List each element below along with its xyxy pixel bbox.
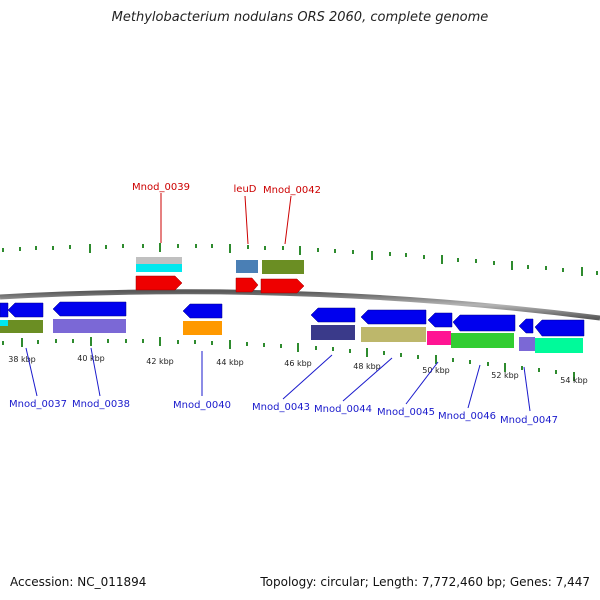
- forward-genes[interactable]: [135, 275, 305, 294]
- gene-arrow-mnod-0040[interactable]: [182, 303, 223, 319]
- inner-ticks: [2, 337, 575, 381]
- forward-cog-boxes: [136, 257, 304, 274]
- kbp-label: 40 kbp: [77, 354, 105, 363]
- gene-arrow-mnod-0043[interactable]: [310, 307, 356, 323]
- reverse-cog-boxes: [0, 319, 583, 353]
- gene-label-mnod-0039[interactable]: Mnod_0039: [132, 182, 190, 193]
- cog-box: [136, 257, 182, 264]
- kbp-scale: 38 kbp 40 kbp 42 kbp 44 kbp 46 kbp 48 kb…: [8, 354, 588, 385]
- gene-arrow-partial[interactable]: [0, 302, 9, 318]
- gene-label-mnod-0042[interactable]: Mnod_0042: [263, 185, 321, 196]
- cog-box: [0, 326, 8, 333]
- kbp-label: 46 kbp: [284, 359, 312, 368]
- gene-label-mnod-0044[interactable]: Mnod_0044: [314, 404, 372, 415]
- cog-box: [53, 319, 126, 333]
- genome-stats-text: Topology: circular; Length: 7,772,460 bp…: [260, 575, 590, 589]
- gene-arrow-mnod-0047a[interactable]: [518, 318, 534, 334]
- genome-backbone: [0, 289, 600, 321]
- outer-ticks: [2, 243, 598, 276]
- gene-label-mnod-0037[interactable]: Mnod_0037: [9, 399, 67, 410]
- kbp-label: 52 kbp: [491, 371, 519, 380]
- top-label-leaders: [160, 193, 292, 245]
- cog-box: [311, 325, 355, 340]
- cog-box: [451, 333, 514, 348]
- gene-arrow-mnod-0044[interactable]: [360, 309, 427, 325]
- kbp-label: 54 kbp: [560, 376, 588, 385]
- gene-arrow-mnod-0047b[interactable]: [534, 319, 585, 337]
- cog-box: [262, 260, 304, 274]
- kbp-label: 48 kbp: [353, 362, 381, 371]
- cog-box: [427, 331, 451, 345]
- cog-box: [519, 337, 535, 351]
- gene-arrow-mnod-0037[interactable]: [7, 302, 44, 318]
- gene-arrow-mnod-0039[interactable]: [135, 275, 183, 291]
- gene-arrow-mnod-0042[interactable]: [260, 278, 305, 294]
- cog-box: [535, 338, 583, 353]
- bottom-label-leaders: [25, 347, 531, 412]
- gene-arrow-leud[interactable]: [235, 277, 259, 293]
- kbp-label: 44 kbp: [216, 358, 244, 367]
- kbp-label: 42 kbp: [146, 357, 174, 366]
- cog-box: [136, 264, 182, 272]
- cog-box: [236, 260, 258, 273]
- top-labels: Mnod_0039 leuD Mnod_0042: [132, 182, 321, 196]
- cog-box: [361, 327, 426, 342]
- cog-box: [183, 321, 222, 335]
- cog-box: [0, 320, 8, 326]
- gene-label-mnod-0047[interactable]: Mnod_0047: [500, 415, 558, 426]
- reverse-genes[interactable]: [0, 301, 585, 337]
- map-title: Methylobacterium nodulans ORS 2060, comp…: [111, 10, 489, 25]
- gene-label-mnod-0043[interactable]: Mnod_0043: [252, 402, 310, 413]
- gene-label-mnod-0040[interactable]: Mnod_0040: [173, 400, 231, 411]
- gene-label-mnod-0045[interactable]: Mnod_0045: [377, 407, 435, 418]
- accession-text: Accession: NC_011894: [10, 575, 147, 589]
- gene-label-leud[interactable]: leuD: [234, 184, 257, 195]
- gene-arrow-mnod-0045[interactable]: [427, 312, 453, 328]
- kbp-label: 38 kbp: [8, 355, 36, 364]
- gene-arrow-mnod-0046[interactable]: [452, 314, 516, 332]
- kbp-label: 50 kbp: [422, 366, 450, 375]
- gene-label-mnod-0038[interactable]: Mnod_0038: [72, 399, 130, 410]
- bottom-labels: Mnod_0037 Mnod_0038 Mnod_0040 Mnod_0043 …: [9, 399, 558, 426]
- gene-arrow-mnod-0038[interactable]: [52, 301, 127, 317]
- cog-box: [8, 320, 43, 333]
- gene-label-mnod-0046[interactable]: Mnod_0046: [438, 411, 496, 422]
